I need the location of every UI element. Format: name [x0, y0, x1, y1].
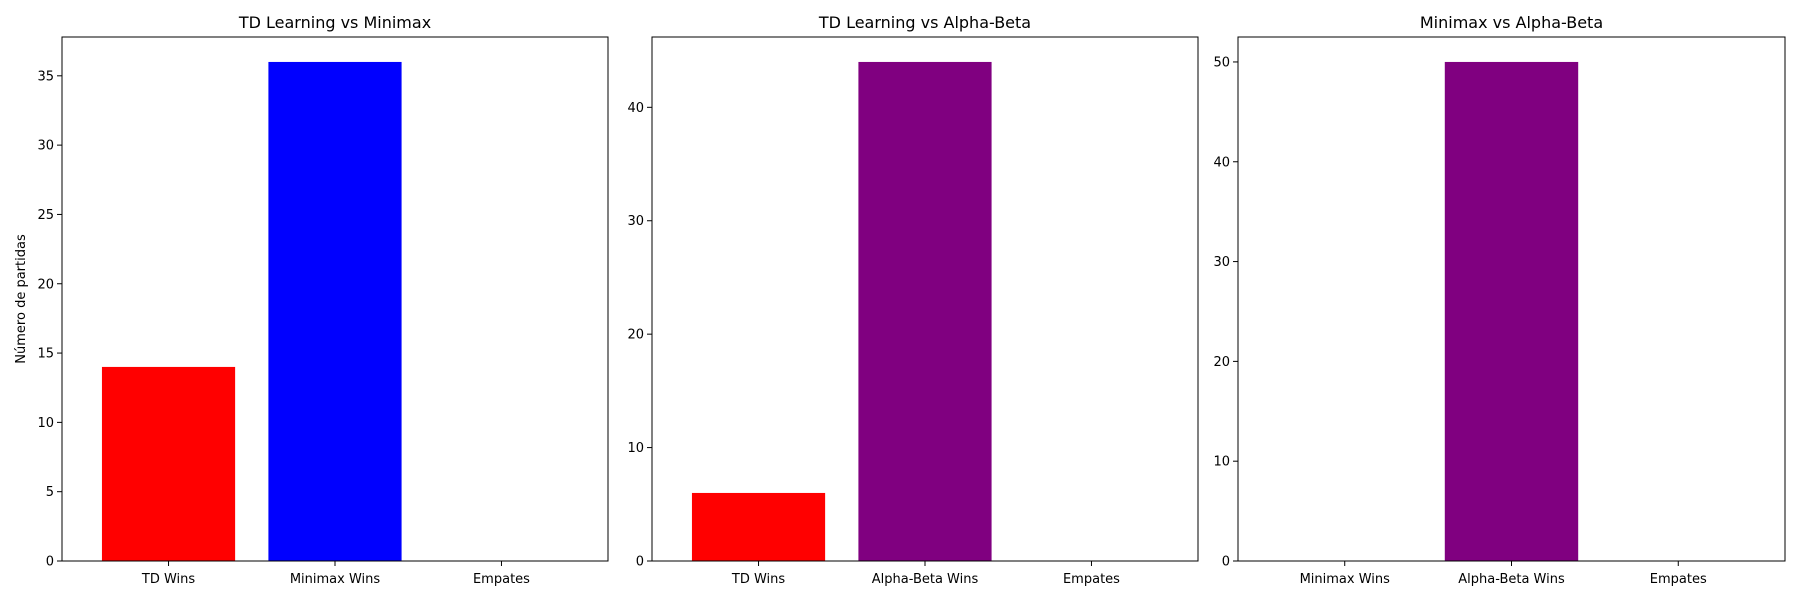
- x-tick-label: Alpha-Beta Wins: [1458, 572, 1565, 587]
- bar: [101, 366, 236, 561]
- x-tick-label: Minimax Wins: [290, 572, 381, 587]
- x-tick-label: Minimax Wins: [1300, 572, 1391, 587]
- y-tick-label: 30: [37, 139, 54, 154]
- y-tick-label: 40: [1213, 155, 1230, 170]
- y-tick-label: 30: [1213, 255, 1230, 270]
- chart-title: TD Learning vs Alpha-Beta: [818, 13, 1031, 32]
- y-tick-label: 10: [1213, 455, 1230, 470]
- y-tick-label: 20: [37, 277, 54, 292]
- y-tick-label: 10: [627, 441, 644, 456]
- y-tick-label: 0: [46, 555, 54, 570]
- bar: [1444, 61, 1579, 561]
- y-tick-label: 40: [627, 101, 644, 116]
- y-tick-label: 0: [636, 555, 644, 570]
- chart-panel: 0 5 10 15 20 25 30 35 TD Wins Minimax Wins Empates…: [14, 13, 609, 587]
- y-tick-label: 25: [37, 208, 54, 223]
- chart-panel: 0 10 20 30 40 TD Wins Alpha-Beta Wins Empates TD…: [627, 13, 1199, 587]
- x-tick-label: TD Wins: [731, 572, 786, 587]
- y-tick-label: 35: [37, 69, 54, 84]
- chart-title: Minimax vs Alpha-Beta: [1420, 13, 1603, 32]
- chart-title: TD Learning vs Minimax: [238, 13, 431, 32]
- y-tick-label: 15: [37, 347, 54, 362]
- y-tick-label: 0: [1222, 555, 1230, 570]
- y-tick-label: 5: [46, 485, 54, 500]
- bar: [691, 492, 826, 561]
- x-tick-label: Empates: [1063, 572, 1120, 587]
- x-tick-label: TD Wins: [141, 572, 196, 587]
- y-tick-label: 20: [1213, 355, 1230, 370]
- x-tick-label: Alpha-Beta Wins: [872, 572, 979, 587]
- bar: [268, 61, 402, 561]
- y-tick-label: 30: [627, 214, 644, 229]
- y-tick-label: 10: [37, 416, 54, 431]
- y-tick-label: 50: [1213, 55, 1230, 70]
- bar: [858, 61, 992, 561]
- chart-panel: 0 10 20 30 40 50 Minimax Wins Alpha-Beta Wins Em…: [1213, 13, 1786, 587]
- x-tick-label: Empates: [473, 572, 530, 587]
- x-tick-label: Empates: [1650, 572, 1707, 587]
- y-axis-label: Número de partidas: [14, 234, 29, 364]
- y-tick-label: 20: [627, 328, 644, 343]
